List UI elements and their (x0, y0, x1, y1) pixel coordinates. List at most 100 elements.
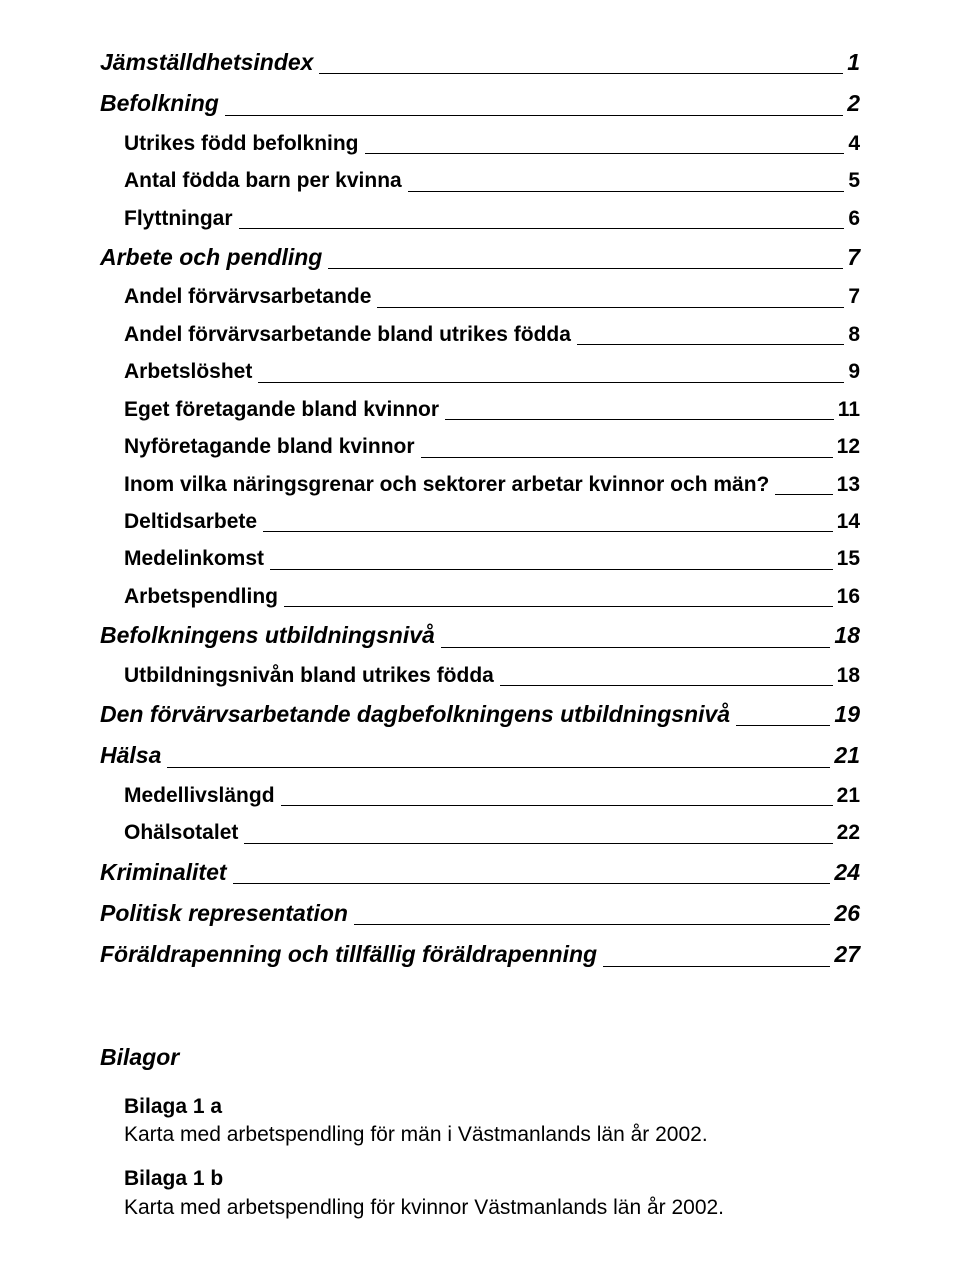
toc-entry: Ohälsotalet 22 (100, 818, 860, 848)
toc-label: Arbetslöshet (124, 357, 252, 387)
toc-label: Utbildningsnivån bland utrikes födda (124, 661, 494, 691)
toc-leader-line (736, 725, 830, 726)
toc-leader-line (408, 191, 845, 192)
toc-page-number: 7 (847, 241, 860, 274)
toc-entry: Antal födda barn per kvinna 5 (100, 166, 860, 196)
toc-label: Andel förvärvsarbetande bland utrikes fö… (124, 320, 571, 350)
toc-leader-line (775, 494, 832, 495)
toc-leader-line (270, 569, 833, 570)
toc-page-number: 12 (837, 432, 860, 462)
toc-entry: Medelinkomst 15 (100, 544, 860, 574)
toc-page-number: 9 (848, 357, 860, 387)
toc-label: Politisk representation (100, 897, 348, 930)
toc-page-number: 5 (848, 166, 860, 196)
toc-leader-line (328, 268, 843, 269)
toc-page-number: 14 (837, 507, 860, 537)
toc-entry: Utbildningsnivån bland utrikes födda 18 (100, 661, 860, 691)
toc-leader-line (441, 647, 831, 648)
toc-label: Andel förvärvsarbetande (124, 282, 371, 312)
toc-page-number: 7 (848, 282, 860, 312)
toc-entry: Eget företagande bland kvinnor 11 (100, 395, 860, 425)
toc-leader-line (354, 924, 830, 925)
toc-leader-line (263, 531, 833, 532)
toc-label: Kriminalitet (100, 856, 227, 889)
toc-leader-line (244, 843, 832, 844)
toc-entry: Arbetspendling 16 (100, 582, 860, 612)
table-of-contents: Jämställdhetsindex 1 Befolkning 2 Utrike… (100, 46, 860, 972)
toc-leader-line (233, 883, 831, 884)
toc-entry: Nyföretagande bland kvinnor 12 (100, 432, 860, 462)
toc-entry: Befolkning 2 (100, 87, 860, 120)
bilaga-item: Bilaga 1 b Karta med arbetspendling för … (100, 1165, 860, 1222)
toc-leader-line (239, 228, 845, 229)
toc-leader-line (225, 115, 843, 116)
toc-leader-line (500, 685, 833, 686)
toc-entry: Föräldrapenning och tillfällig föräldrap… (100, 938, 860, 971)
toc-page-number: 18 (837, 661, 860, 691)
toc-label: Utrikes född befolkning (124, 129, 359, 159)
toc-entry: Arbetslöshet 9 (100, 357, 860, 387)
toc-page-number: 16 (837, 582, 860, 612)
toc-page-number: 21 (837, 781, 860, 811)
toc-entry: Deltidsarbete 14 (100, 507, 860, 537)
toc-leader-line (258, 382, 844, 383)
toc-entry: Befolkningens utbildningsnivå 18 (100, 619, 860, 652)
toc-page-number: 4 (848, 129, 860, 159)
toc-page-number: 11 (838, 395, 860, 425)
toc-entry: Politisk representation 26 (100, 897, 860, 930)
toc-leader-line (603, 966, 830, 967)
toc-leader-line (284, 606, 833, 607)
toc-leader-line (577, 344, 844, 345)
toc-entry: Hälsa 21 (100, 739, 860, 772)
toc-leader-line (445, 419, 834, 420)
toc-label: Befolkningens utbildningsnivå (100, 619, 435, 652)
toc-leader-line (167, 767, 830, 768)
toc-label: Medellivslängd (124, 781, 275, 811)
toc-page-number: 26 (834, 897, 860, 930)
bilaga-description: Karta med arbetspendling för kvinnor Väs… (124, 1194, 860, 1222)
bilaga-item: Bilaga 1 a Karta med arbetspendling för … (100, 1093, 860, 1150)
toc-label: Nyföretagande bland kvinnor (124, 432, 415, 462)
toc-label: Befolkning (100, 87, 219, 120)
toc-entry: Kriminalitet 24 (100, 856, 860, 889)
toc-entry: Jämställdhetsindex 1 (100, 46, 860, 79)
toc-page-number: 21 (834, 739, 860, 772)
toc-entry: Andel förvärvsarbetande 7 (100, 282, 860, 312)
toc-page-number: 13 (837, 470, 860, 500)
toc-entry: Utrikes född befolkning 4 (100, 129, 860, 159)
toc-entry: Arbete och pendling 7 (100, 241, 860, 274)
toc-label: Jämställdhetsindex (100, 46, 313, 79)
toc-label: Flyttningar (124, 204, 233, 234)
bilaga-title: Bilaga 1 b (124, 1165, 860, 1193)
toc-page-number: 15 (837, 544, 860, 574)
toc-label: Medelinkomst (124, 544, 264, 574)
toc-page-number: 6 (848, 204, 860, 234)
toc-page-number: 18 (834, 619, 860, 652)
toc-leader-line (365, 153, 845, 154)
toc-label: Eget företagande bland kvinnor (124, 395, 439, 425)
toc-label: Hälsa (100, 739, 161, 772)
toc-entry: Den förvärvsarbetande dagbefolkningens u… (100, 698, 860, 731)
toc-page-number: 2 (847, 87, 860, 120)
toc-page-number: 1 (847, 46, 860, 79)
toc-leader-line (281, 805, 833, 806)
bilagor-heading: Bilagor (100, 1044, 860, 1071)
bilaga-description: Karta med arbetspendling för män i Västm… (124, 1121, 860, 1149)
toc-entry: Inom vilka näringsgrenar och sektorer ar… (100, 470, 860, 500)
toc-leader-line (377, 307, 844, 308)
toc-page-number: 22 (837, 818, 860, 848)
toc-label: Den förvärvsarbetande dagbefolkningens u… (100, 698, 730, 731)
toc-entry: Medellivslängd 21 (100, 781, 860, 811)
toc-page-number: 27 (834, 938, 860, 971)
toc-page-number: 19 (834, 698, 860, 731)
toc-leader-line (319, 73, 843, 74)
toc-label: Ohälsotalet (124, 818, 238, 848)
toc-label: Arbete och pendling (100, 241, 322, 274)
document-page: Jämställdhetsindex 1 Befolkning 2 Utrike… (0, 0, 960, 1278)
toc-entry: Flyttningar 6 (100, 204, 860, 234)
toc-entry: Andel förvärvsarbetande bland utrikes fö… (100, 320, 860, 350)
toc-label: Antal födda barn per kvinna (124, 166, 402, 196)
toc-label: Inom vilka näringsgrenar och sektorer ar… (124, 470, 769, 500)
toc-label: Arbetspendling (124, 582, 278, 612)
toc-label: Föräldrapenning och tillfällig föräldrap… (100, 938, 597, 971)
